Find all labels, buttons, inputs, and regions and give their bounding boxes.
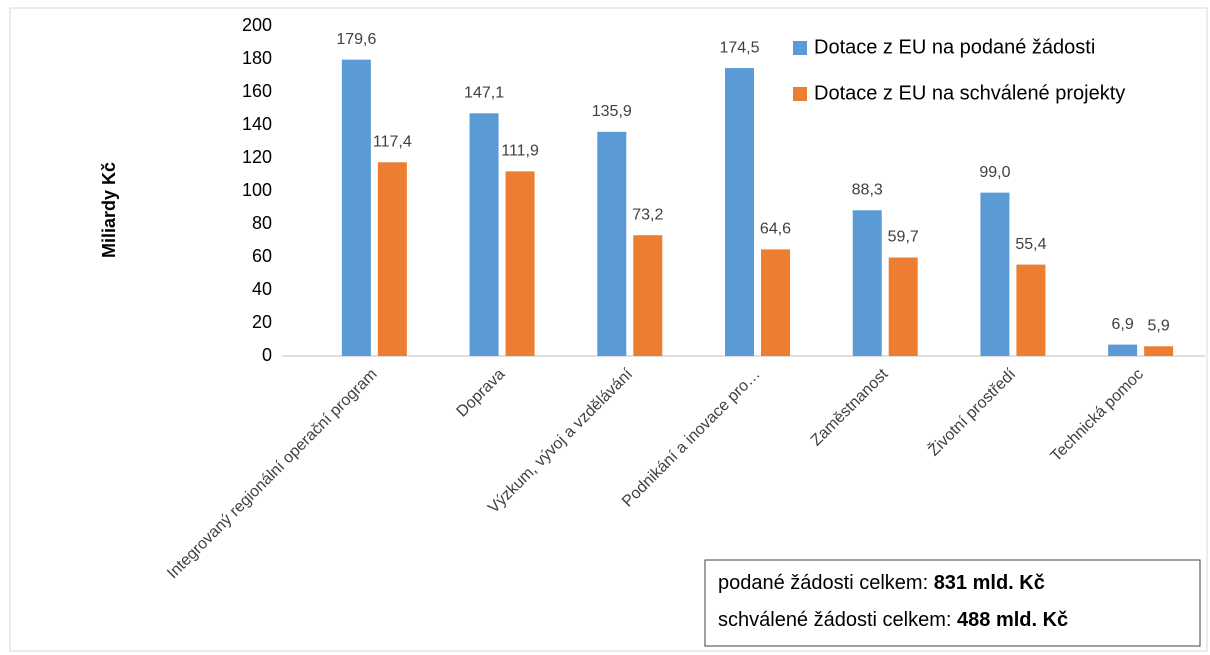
value-label: 135,9 [592,103,632,120]
summary-box [704,559,1201,647]
legend-swatch [793,41,807,55]
y-tick-label: 160 [242,81,272,101]
bar [1144,346,1174,356]
value-label: 179,6 [336,31,376,48]
bar [1108,344,1138,356]
y-tick-label: 0 [262,345,272,365]
value-label: 88,3 [852,182,883,199]
value-label: 73,2 [632,206,663,223]
y-tick-label: 120 [242,147,272,167]
y-tick-label: 40 [252,279,272,299]
value-label: 99,0 [979,164,1010,181]
bar [852,210,882,356]
value-label: 64,6 [760,221,791,238]
value-label: 6,9 [1112,316,1134,333]
value-label: 59,7 [888,229,919,246]
bar [469,113,499,356]
summary-value: 488 mld. Kč [957,609,1068,631]
y-tick-label: 80 [252,213,272,233]
value-label: 117,4 [373,134,412,151]
summary-text: schválené žádosti celkem: [718,609,957,631]
value-label: 5,9 [1148,317,1170,334]
y-tick-label: 180 [242,48,272,68]
value-label: 111,9 [501,143,539,160]
value-label: 147,1 [464,85,504,102]
bar [597,131,627,356]
bar [1016,264,1046,356]
y-tick-label: 20 [252,312,272,332]
legend-swatch [793,87,807,101]
y-tick-label: 200 [242,15,272,35]
legend-label: Dotace z EU na podané žádosti [814,36,1095,58]
summary-value: 831 mld. Kč [934,572,1045,594]
bar [633,235,663,356]
value-label: 174,5 [719,39,759,56]
summary-text: podané žádosti celkem: [718,572,934,594]
legend-label: Dotace z EU na schválené projekty [814,82,1125,104]
bar [377,162,407,356]
bar [980,192,1010,356]
y-tick-label: 100 [242,180,272,200]
bar [505,171,535,356]
bar [761,249,790,356]
bar [341,59,371,356]
y-tick-label: 60 [252,246,272,266]
bar [888,257,918,356]
y-tick-label: 140 [242,114,272,134]
y-axis-label: Miliardy Kč [99,162,119,258]
summary-line: schválené žádosti celkem: 488 mld. Kč [718,609,1068,631]
summary-line: podané žádosti celkem: 831 mld. Kč [718,572,1045,594]
value-label: 55,4 [1015,236,1046,253]
bar [725,68,754,356]
